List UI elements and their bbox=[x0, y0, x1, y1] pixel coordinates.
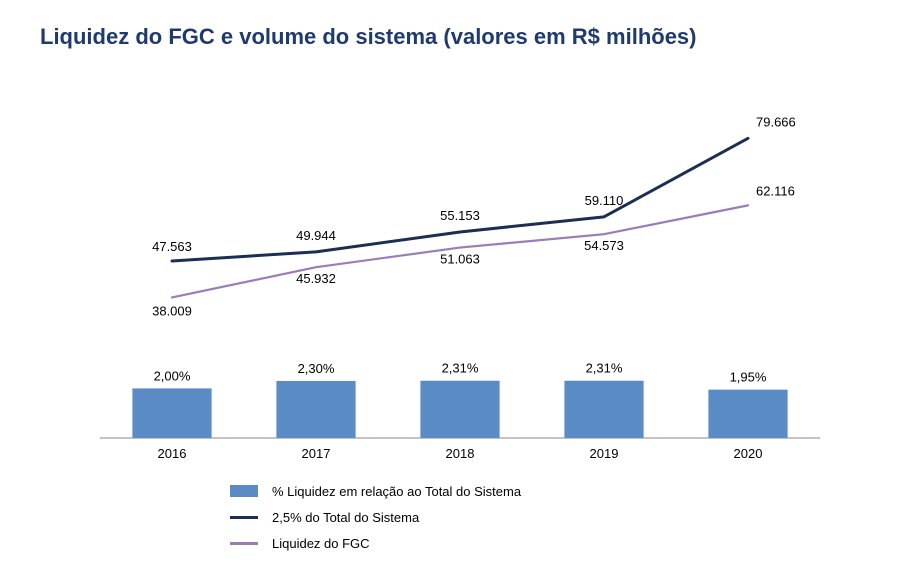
chart-title: Liquidez do FGC e volume do sistema (val… bbox=[40, 24, 882, 50]
bar bbox=[276, 381, 355, 438]
line-point-label: 79.666 bbox=[756, 114, 796, 129]
chart-container: 2,00% 2,30% 2,31% 2,31% 1,95% 2016 2017 2018 201… bbox=[40, 68, 882, 468]
x-tick-label: 2019 bbox=[590, 446, 619, 461]
legend-item: Liquidez do FGC bbox=[230, 530, 882, 556]
bar-label: 2,31% bbox=[586, 361, 623, 376]
legend-swatch-line bbox=[230, 542, 258, 545]
bar bbox=[564, 381, 643, 438]
legend: % Liquidez em relação ao Total do Sistem… bbox=[230, 478, 882, 556]
x-tick-label: 2017 bbox=[302, 446, 331, 461]
bar-label: 2,31% bbox=[442, 361, 479, 376]
legend-label: 2,5% do Total do Sistema bbox=[272, 510, 419, 525]
legend-swatch-line bbox=[230, 516, 258, 519]
line-point-label: 51.063 bbox=[440, 252, 480, 267]
x-tick-label: 2016 bbox=[158, 446, 187, 461]
legend-label: Liquidez do FGC bbox=[272, 536, 370, 551]
bar-label: 2,30% bbox=[298, 361, 335, 376]
combo-chart: 2,00% 2,30% 2,31% 2,31% 1,95% 2016 2017 2018 201… bbox=[40, 68, 860, 468]
x-tick-label: 2020 bbox=[734, 446, 763, 461]
legend-item: 2,5% do Total do Sistema bbox=[230, 504, 882, 530]
line-point-label: 49.944 bbox=[296, 228, 336, 243]
line-point-label: 38.009 bbox=[152, 303, 192, 318]
bar bbox=[708, 390, 787, 438]
legend-label: % Liquidez em relação ao Total do Sistem… bbox=[272, 484, 521, 499]
line-series bbox=[172, 138, 748, 261]
x-tick-label: 2018 bbox=[446, 446, 475, 461]
bar-label: 2,00% bbox=[154, 368, 191, 383]
line-point-label: 59.110 bbox=[585, 193, 624, 208]
line-point-label: 45.932 bbox=[296, 271, 336, 286]
legend-item: % Liquidez em relação ao Total do Sistem… bbox=[230, 478, 882, 504]
line-point-label: 55.153 bbox=[440, 208, 480, 223]
line-point-label: 47.563 bbox=[152, 239, 192, 254]
bar-label: 1,95% bbox=[730, 370, 767, 385]
bar bbox=[420, 381, 499, 438]
line-point-label: 62.116 bbox=[756, 183, 795, 198]
legend-swatch-bar bbox=[230, 485, 258, 497]
bar bbox=[132, 388, 211, 438]
line-point-label: 54.573 bbox=[584, 238, 624, 253]
